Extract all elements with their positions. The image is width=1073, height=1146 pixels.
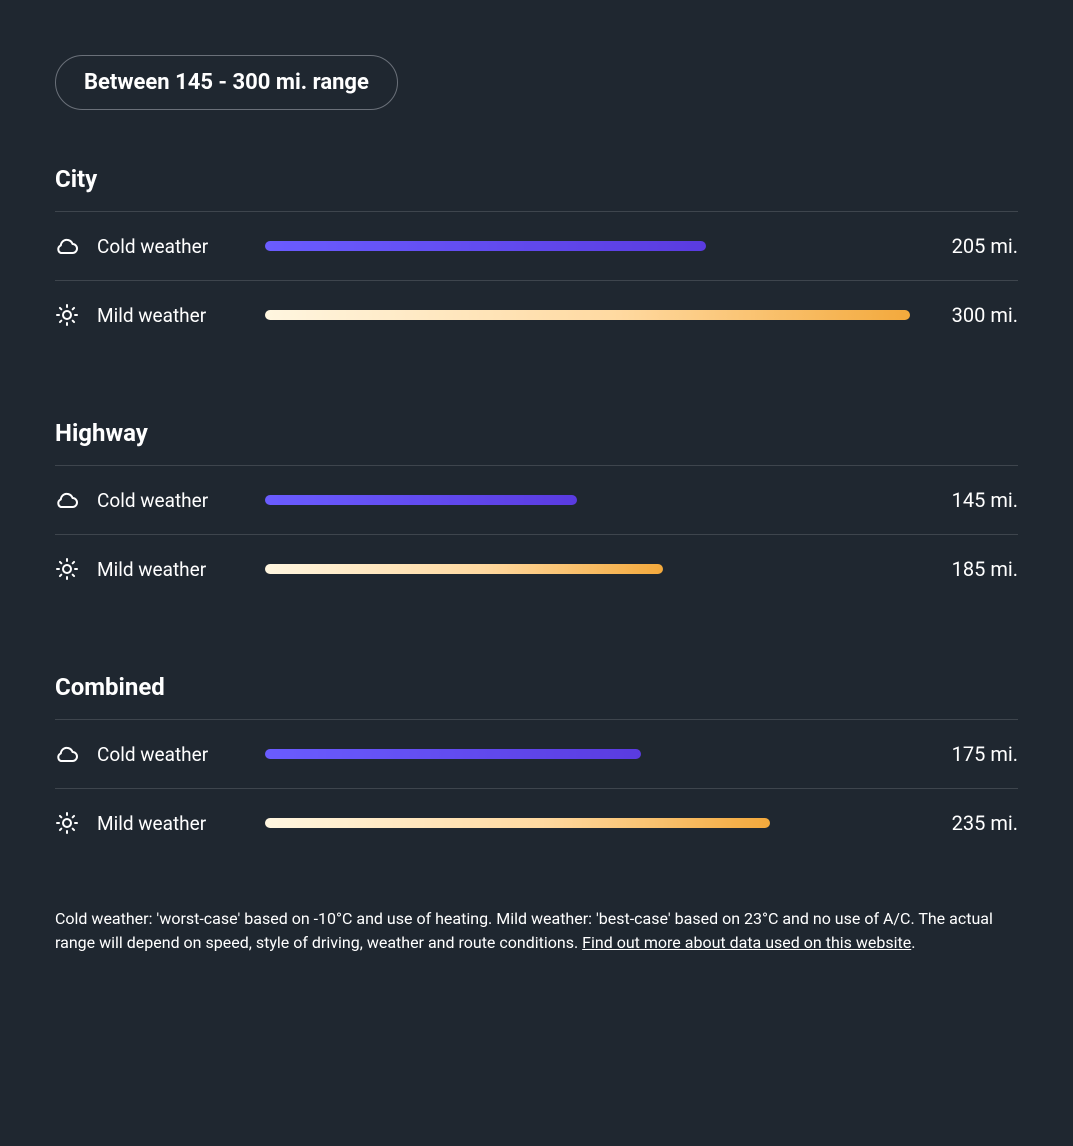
range-bar-fill [265,749,641,759]
range-bar-fill [265,241,706,251]
range-bar-fill [265,310,910,320]
range-value: 185 mi. [928,557,1018,581]
range-row: Mild weather 185 mi. [55,534,1018,603]
range-value: 235 mi. [928,811,1018,835]
range-summary-pill: Between 145 - 300 mi. range [55,55,398,110]
weather-label: Cold weather [97,743,247,766]
sun-icon [55,811,79,835]
footnote-suffix: . [911,933,915,952]
footnote-link[interactable]: Find out more about data used on this we… [582,933,911,952]
range-row: Cold weather 175 mi. [55,719,1018,788]
weather-label: Cold weather [97,235,247,258]
range-bar-track [265,310,910,320]
section-title: Highway [55,419,1018,447]
section-title: Combined [55,673,1018,701]
range-bar-track [265,564,910,574]
range-bar-track [265,241,910,251]
range-row: Mild weather 235 mi. [55,788,1018,857]
weather-label: Mild weather [97,304,247,327]
weather-label: Mild weather [97,558,247,581]
range-bar-fill [265,495,577,505]
range-row: Mild weather 300 mi. [55,280,1018,349]
range-row: Cold weather 145 mi. [55,465,1018,534]
range-section: Highway Cold weather 145 mi. Mild weather 18… [55,419,1018,603]
footnote: Cold weather: 'worst-case' based on -10°… [55,907,1018,955]
cloud-icon [55,234,79,258]
range-bar-track [265,818,910,828]
weather-label: Mild weather [97,812,247,835]
cloud-icon [55,742,79,766]
range-bar-track [265,749,910,759]
range-bar-track [265,495,910,505]
range-bar-fill [265,818,770,828]
weather-label: Cold weather [97,489,247,512]
range-section: City Cold weather 205 mi. Mild weather 300 m… [55,165,1018,349]
range-value: 175 mi. [928,742,1018,766]
range-value: 300 mi. [928,303,1018,327]
range-value: 205 mi. [928,234,1018,258]
range-bar-fill [265,564,663,574]
range-section: Combined Cold weather 175 mi. Mild weather 2… [55,673,1018,857]
sun-icon [55,557,79,581]
sun-icon [55,303,79,327]
cloud-icon [55,488,79,512]
section-title: City [55,165,1018,193]
range-row: Cold weather 205 mi. [55,211,1018,280]
range-value: 145 mi. [928,488,1018,512]
